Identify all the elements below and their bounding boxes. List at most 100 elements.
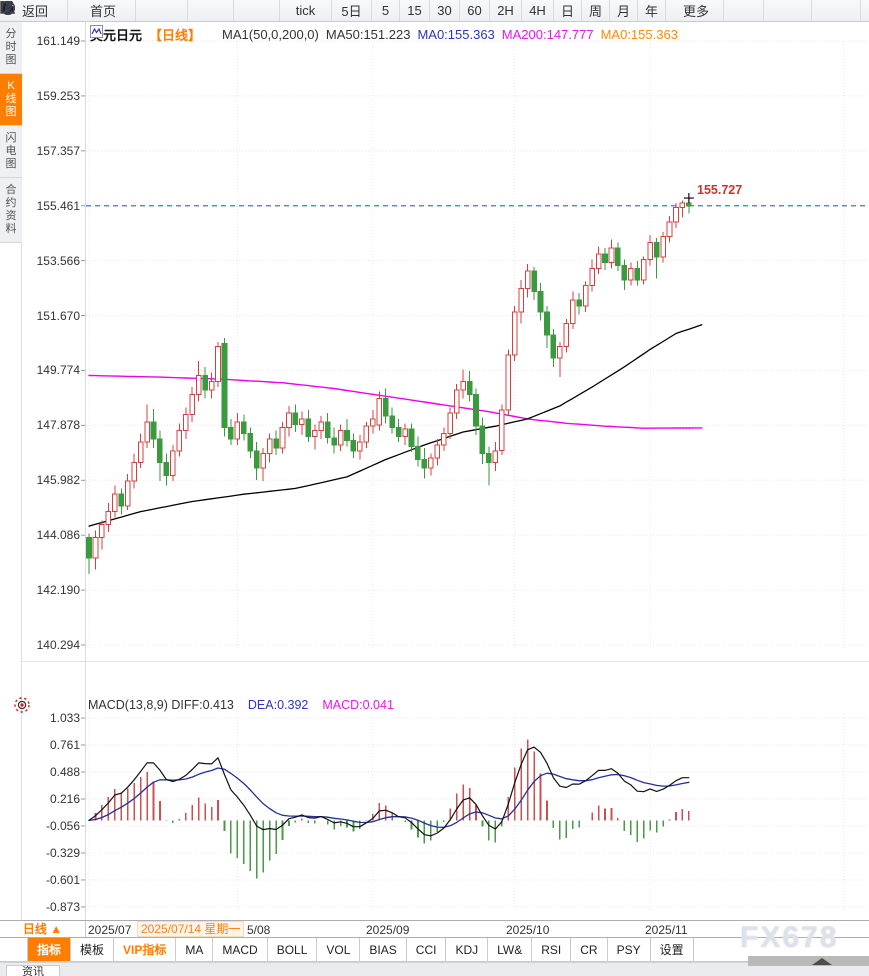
- indicator-lw-button[interactable]: LW&: [488, 938, 533, 961]
- svg-text:f: f: [1, 0, 9, 14]
- scrollbar-expand-handle-icon[interactable]: [812, 958, 832, 965]
- home-button-label: 首页: [89, 4, 116, 19]
- crosshair-marker: [683, 193, 694, 204]
- indicator-kdj-button[interactable]: KDJ: [446, 938, 489, 961]
- macd-histogram: [94, 739, 690, 879]
- period-5d-button[interactable]: 5日: [332, 0, 372, 21]
- price-axis-label: 144.086: [36, 528, 80, 543]
- period-week-button[interactable]: 周: [582, 0, 610, 21]
- period-year-button-label: 年: [644, 4, 658, 19]
- period-selector-dropdown[interactable]: 日线 ▲: [0, 921, 86, 937]
- sidebar-tab-time-chart[interactable]: 分 时 图: [0, 22, 22, 74]
- price-axis-label: 142.190: [36, 583, 80, 598]
- more-button-label: 更多: [682, 4, 709, 19]
- period-2h-button[interactable]: 2H: [490, 0, 522, 21]
- period-4h-button-label: 4H: [529, 3, 546, 18]
- period-month-button-label: 月: [616, 4, 630, 19]
- vip-indicator-button[interactable]: VIP指标: [114, 938, 177, 961]
- indicator-psy-button[interactable]: PSY: [608, 938, 651, 961]
- period-60m-button-label: 60: [467, 3, 482, 18]
- period-4h-button[interactable]: 4H: [522, 0, 554, 21]
- footer-strip: 资讯: [0, 962, 869, 976]
- period-year-button[interactable]: 年: [638, 0, 666, 21]
- grid-lines: [81, 40, 868, 912]
- macd-header: MACD(13,8,9) DIFF:0.413 DEA:0.392 MACD:0…: [88, 698, 394, 712]
- horizontal-scrollbar[interactable]: [748, 956, 869, 966]
- refresh-button[interactable]: [1, 0, 188, 21]
- indicator-toolbar: 指标 模板 VIP指标 MA MACD BOLL VOL BIAS CCI KDJ LW& RSI CR…: [0, 938, 869, 962]
- macd-axis-label: -0.601: [45, 872, 80, 887]
- settings-button[interactable]: 设置: [651, 938, 694, 961]
- indicator-bias-button[interactable]: BIAS: [360, 938, 407, 961]
- chart-plot-area[interactable]: [0, 0, 869, 920]
- indicator-macd-button[interactable]: MACD: [213, 938, 268, 961]
- indicator-ma-button[interactable]: MA: [176, 938, 214, 961]
- price-axis-label: 155.461: [36, 198, 80, 213]
- home-button[interactable]: 首页: [0, 0, 136, 21]
- period-30m-button[interactable]: 30: [430, 0, 460, 21]
- macd-dea-line: [88, 767, 690, 828]
- indicator-vol-button[interactable]: VOL: [317, 938, 361, 961]
- indicator-spacer: [0, 938, 28, 961]
- date-axis-label: 2025/11: [645, 923, 688, 937]
- period-tick-button-label: tick: [295, 3, 316, 18]
- period-30m-button-label: 30: [437, 3, 452, 18]
- ma-settings-label: MA1(50,0,200,0): [222, 27, 319, 42]
- macd-axis-label: 0.216: [49, 791, 80, 806]
- indicator-cr-button[interactable]: CR: [571, 938, 608, 961]
- ma200-line: [88, 374, 703, 429]
- price-axis-label: 147.878: [36, 418, 80, 433]
- price-axis-label: 159.253: [36, 88, 80, 103]
- macd-diff-line: [88, 746, 690, 837]
- news-tab[interactable]: 资讯: [6, 965, 60, 976]
- pane-divider[interactable]: [22, 661, 869, 662]
- sidebar-tab-contract-info[interactable]: 合 约 资 料: [0, 178, 22, 243]
- period-month-button[interactable]: 月: [610, 0, 638, 21]
- template-tab-button[interactable]: 模板: [71, 938, 115, 961]
- date-axis-label: 2025/10: [506, 923, 550, 937]
- zoom-in-button[interactable]: [0, 0, 861, 21]
- indicator-tab-button[interactable]: 指标: [28, 938, 72, 961]
- period-tick-button[interactable]: tick: [280, 0, 332, 21]
- period-tag: 【日线】: [149, 28, 202, 43]
- macd-value-label: MACD:0.041: [322, 698, 394, 712]
- crosshair-date-label: 2025/07/14 星期一: [137, 921, 245, 937]
- macd-axis-label: -0.329: [45, 845, 80, 860]
- indicator-boll-button[interactable]: BOLL: [268, 938, 318, 961]
- ma0-blue-value-label: MA0:155.363: [417, 27, 495, 42]
- more-button[interactable]: 更多: [1, 0, 724, 21]
- indicator-settings-button[interactable]: [1, 0, 280, 21]
- chart-header: 美元日元 【日线】 MA1(50,0,200,0) MA50:151.223 M…: [90, 25, 678, 44]
- price-axis-label: 140.294: [36, 638, 80, 653]
- period-2h-button-label: 2H: [497, 3, 514, 18]
- sidebar-tab-flash-chart[interactable]: 闪 电 图: [0, 126, 22, 178]
- symbol-name: 美元日元: [90, 28, 143, 43]
- macd-dea-label: DEA:0.392: [247, 698, 309, 712]
- sidebar-tab-kline-chart[interactable]: K 线 图: [0, 74, 22, 126]
- price-axis-label: 161.149: [36, 34, 80, 48]
- period-5m-button[interactable]: 5: [372, 0, 400, 21]
- chart-type-button[interactable]: [0, 0, 234, 21]
- date-axis-label: 2025/07: [88, 923, 132, 937]
- macd-axis-label: 1.033: [49, 711, 80, 726]
- session-high-price-flag: 155.727: [697, 183, 743, 197]
- price-axis-label: 151.670: [36, 308, 80, 323]
- top-toolbar: 返回 首页 tick 5日 5 15 30 60 2H 4H 日周月年更多 f x: [0, 0, 869, 22]
- date-axis-row: 日线 ▲ 2025/07 2025/07/14 星期一 5/08 2025/09 202…: [0, 920, 869, 938]
- period-day-button[interactable]: 日: [554, 0, 582, 21]
- indicator-cci-button[interactable]: CCI: [407, 938, 447, 961]
- period-15m-button[interactable]: 15: [400, 0, 430, 21]
- price-axis-label: 145.982: [36, 473, 80, 488]
- indicator-rsi-button[interactable]: RSI: [532, 938, 572, 961]
- zoom-out-button[interactable]: [0, 0, 812, 21]
- period-week-button-label: 周: [588, 4, 602, 19]
- macd-axis-label: -0.873: [45, 899, 80, 914]
- period-60m-button[interactable]: 60: [460, 0, 490, 21]
- candlestick-series: [86, 197, 692, 574]
- ma50-line: [88, 324, 703, 527]
- price-axis-label: 149.774: [36, 363, 80, 378]
- macd-axis-label: 0.488: [49, 765, 80, 780]
